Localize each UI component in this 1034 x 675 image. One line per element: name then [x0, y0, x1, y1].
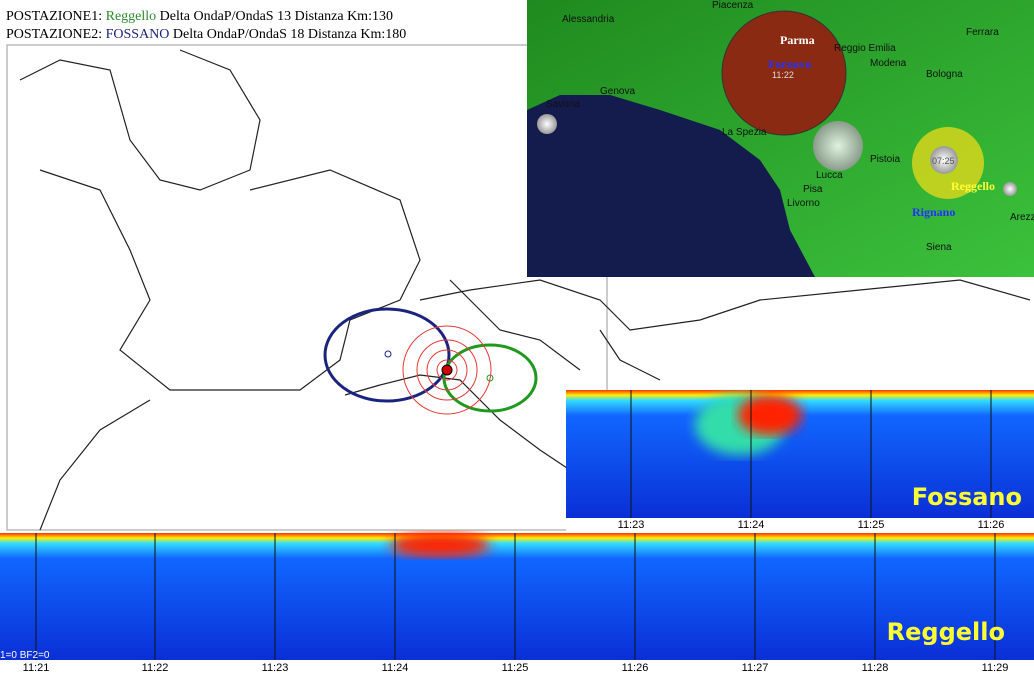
inset-map: Piacenza Alessandria Ferrara Reggio Emil…: [527, 0, 1034, 277]
city-label: Savona: [546, 99, 580, 110]
time-tick: 11:26: [978, 519, 1005, 531]
city-label: Pistoia: [870, 154, 900, 165]
station1-prefix: POSTAZIONE1:: [6, 9, 102, 24]
city-label: Modena: [870, 58, 907, 69]
station2-name: FOSSANO: [106, 27, 170, 42]
city-label: Siena: [926, 242, 952, 253]
city-label: Arezzo: [1010, 212, 1034, 223]
marker-time: 11:22: [772, 70, 794, 80]
time-tick: 11:25: [502, 662, 529, 674]
time-tick: 11:25: [858, 519, 885, 531]
time-tick: 11:21: [23, 662, 50, 674]
city-label: Livorno: [787, 198, 820, 209]
time-tick: 11:22: [142, 662, 169, 674]
station2-line: POSTAZIONE2: FOSSANO Delta OndaP/OndaS 1…: [6, 27, 406, 42]
station1-line: POSTAZIONE1: Reggello Delta OndaP/OndaS …: [6, 9, 393, 24]
spectrogram-label: Reggello: [887, 618, 1005, 646]
time-tick: 11:26: [622, 662, 649, 674]
station1-detail: Delta OndaP/OndaS 13 Distanza Km:130: [160, 9, 393, 24]
spectrogram-label: Fossano: [912, 483, 1022, 511]
spectrogram-reggello: 1=0 BF2=0 11:21 11:22 11:23 11:24 11:25 …: [0, 533, 1034, 675]
spectrogram-fossano: 11:23 11:24 11:25 11:26 Fossano: [566, 390, 1034, 532]
time-tick: 11:29: [982, 662, 1009, 674]
city-label: La Spezia: [722, 127, 767, 138]
epicenter-circles: [323, 307, 538, 415]
city-label: Ferrara: [966, 27, 999, 38]
marker-time: 07:25: [932, 156, 955, 166]
time-tick: 11:24: [738, 519, 765, 531]
time-tick: 11:23: [618, 519, 645, 531]
time-tick: 11:23: [262, 662, 289, 674]
station1-name: Reggello: [106, 9, 157, 24]
city-label: Lucca: [816, 170, 843, 181]
marker-label: Rignano: [912, 205, 955, 219]
time-tick: 11:24: [382, 662, 409, 674]
city-label: Piacenza: [712, 0, 754, 11]
city-label: Genova: [600, 86, 635, 97]
corner-text: 1=0 BF2=0: [0, 650, 50, 661]
marker-label: Parma: [780, 33, 815, 47]
time-tick: 11:28: [862, 662, 889, 674]
time-tick: 11:27: [742, 662, 769, 674]
city-label: Alessandria: [562, 14, 615, 25]
station2-detail: Delta OndaP/OndaS 18 Distanza Km:180: [173, 27, 406, 42]
city-label: Reggio Emilia: [834, 43, 896, 54]
city-label: Bologna: [926, 69, 963, 80]
marker-label: Fornovo: [768, 57, 811, 71]
marker-label: Reggello: [951, 179, 995, 193]
station2-prefix: POSTAZIONE2:: [6, 27, 102, 42]
city-label: Pisa: [803, 184, 823, 195]
europe-map: [6, 44, 1031, 531]
